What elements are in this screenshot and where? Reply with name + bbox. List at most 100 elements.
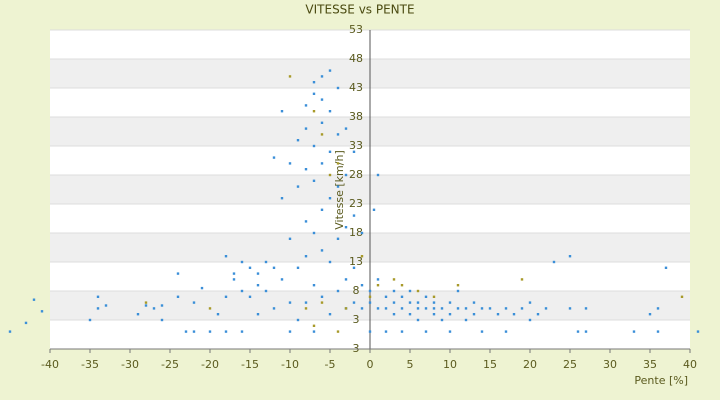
x-axis-label: Pente [%] bbox=[634, 374, 688, 387]
point bbox=[296, 139, 300, 142]
x-tick-label: -25 bbox=[161, 358, 179, 371]
point bbox=[400, 307, 404, 310]
point bbox=[504, 307, 508, 310]
point bbox=[248, 266, 252, 269]
point bbox=[288, 330, 292, 333]
point bbox=[456, 289, 460, 293]
point bbox=[376, 278, 380, 281]
point bbox=[256, 272, 260, 275]
point bbox=[544, 307, 548, 310]
point bbox=[288, 75, 292, 78]
point bbox=[584, 307, 588, 310]
point bbox=[480, 307, 484, 310]
point bbox=[328, 197, 332, 200]
x-tick-label: -10 bbox=[281, 358, 299, 371]
point bbox=[336, 289, 340, 293]
point bbox=[328, 313, 332, 316]
point bbox=[296, 266, 300, 269]
point bbox=[584, 330, 588, 333]
point bbox=[352, 150, 356, 153]
point bbox=[528, 318, 532, 322]
point bbox=[320, 121, 324, 124]
point bbox=[104, 304, 108, 307]
x-tick-label: -20 bbox=[201, 358, 219, 371]
point bbox=[344, 127, 348, 130]
point bbox=[448, 301, 452, 304]
point bbox=[272, 266, 276, 269]
point bbox=[312, 330, 316, 333]
point bbox=[464, 307, 468, 310]
point bbox=[656, 330, 660, 333]
y-axis-label: Vitesse [km/h] bbox=[333, 150, 346, 230]
point bbox=[296, 318, 300, 322]
x-tick-label: -15 bbox=[241, 358, 259, 371]
point bbox=[280, 197, 284, 200]
point bbox=[144, 304, 148, 307]
y-tick-label: 38 bbox=[349, 110, 363, 123]
point bbox=[424, 295, 428, 298]
y-tick-label: 28 bbox=[349, 168, 363, 181]
point bbox=[160, 318, 164, 322]
point bbox=[528, 301, 532, 304]
point bbox=[248, 295, 252, 298]
point bbox=[320, 162, 324, 165]
point bbox=[448, 313, 452, 316]
point bbox=[304, 127, 308, 130]
point bbox=[320, 98, 324, 101]
point bbox=[312, 284, 316, 287]
point bbox=[320, 295, 324, 298]
point bbox=[664, 266, 668, 269]
point bbox=[568, 255, 572, 258]
point bbox=[320, 301, 324, 304]
point bbox=[176, 295, 180, 298]
point bbox=[264, 260, 268, 264]
y-tick-label: 33 bbox=[349, 139, 363, 152]
point bbox=[400, 284, 404, 287]
point bbox=[440, 318, 444, 322]
x-tick-label: 0 bbox=[367, 358, 374, 371]
point bbox=[352, 214, 356, 217]
point bbox=[408, 313, 412, 316]
y-tick-label: 23 bbox=[349, 197, 363, 210]
x-tick-label: 15 bbox=[483, 358, 497, 371]
point bbox=[96, 295, 100, 298]
point bbox=[424, 330, 428, 333]
point bbox=[304, 301, 308, 304]
y-tick-label: 48 bbox=[349, 52, 363, 65]
point bbox=[392, 313, 396, 316]
point bbox=[328, 110, 332, 113]
y-tick-label: 3 bbox=[353, 313, 360, 326]
point bbox=[504, 330, 508, 333]
point bbox=[224, 255, 228, 258]
point bbox=[336, 133, 340, 136]
point bbox=[136, 313, 140, 316]
point bbox=[344, 307, 348, 310]
point bbox=[200, 286, 204, 290]
point bbox=[264, 289, 268, 293]
point bbox=[440, 307, 444, 310]
point bbox=[400, 330, 404, 333]
point bbox=[456, 307, 460, 310]
point bbox=[312, 110, 316, 113]
point bbox=[320, 133, 324, 136]
point bbox=[360, 284, 364, 287]
point bbox=[416, 307, 420, 310]
point bbox=[256, 313, 260, 316]
point bbox=[304, 168, 308, 171]
point bbox=[432, 307, 436, 310]
point bbox=[384, 307, 388, 310]
point bbox=[328, 173, 332, 177]
point bbox=[360, 231, 364, 235]
point bbox=[312, 324, 316, 327]
x-tick-label: -30 bbox=[121, 358, 139, 371]
point bbox=[24, 321, 28, 325]
x-tick-label: -35 bbox=[81, 358, 99, 371]
point bbox=[208, 307, 212, 310]
point bbox=[192, 330, 196, 333]
point bbox=[304, 104, 308, 107]
point bbox=[328, 150, 332, 153]
point bbox=[696, 330, 700, 333]
point bbox=[656, 307, 660, 310]
point bbox=[240, 260, 244, 264]
point bbox=[384, 330, 388, 333]
